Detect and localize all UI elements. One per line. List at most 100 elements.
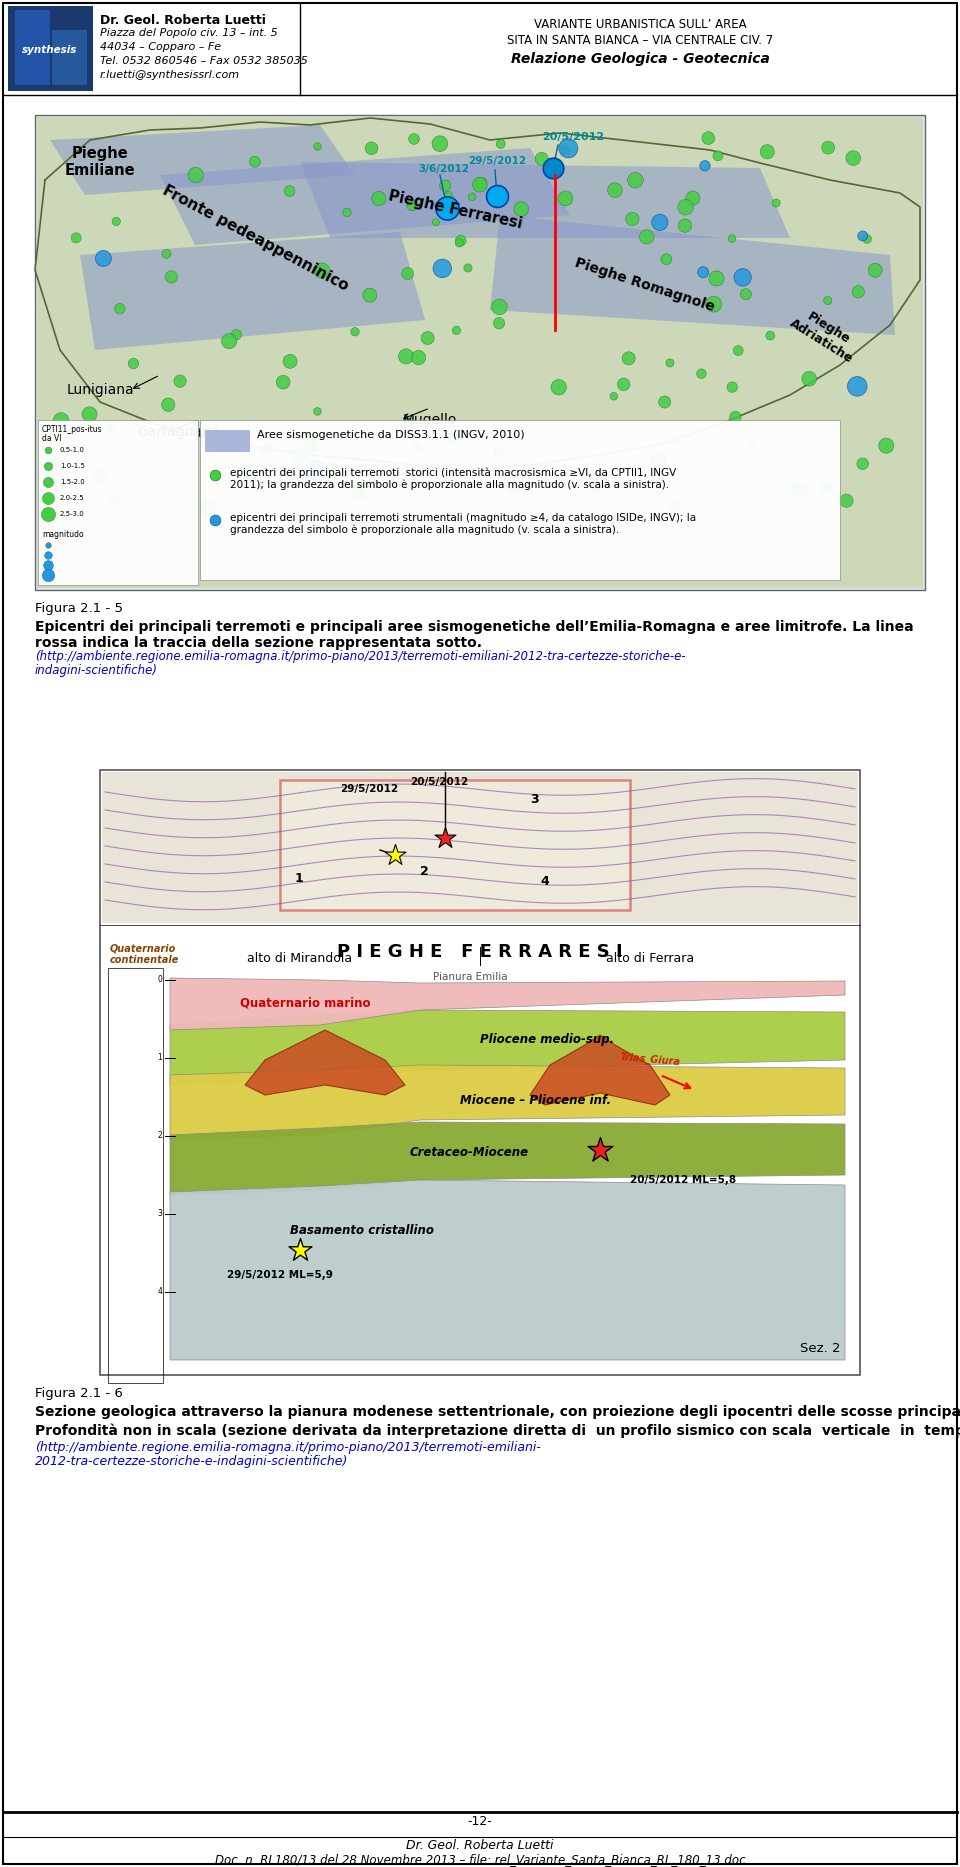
Point [706, 289, 721, 319]
Point [745, 428, 760, 457]
Polygon shape [245, 1031, 405, 1096]
Point [695, 258, 710, 288]
Text: 29/5/2012: 29/5/2012 [340, 784, 398, 793]
Point [82, 400, 97, 429]
Point [310, 396, 325, 426]
Text: Dr. Geol. Roberta Luetti: Dr. Geol. Roberta Luetti [100, 13, 266, 26]
Point [163, 261, 179, 291]
Point [92, 461, 108, 491]
Text: (http://ambiente.regione.emilia-romagna.it/primo-piano/2013/terremoti-emiliani-: (http://ambiente.regione.emilia-romagna.… [35, 1441, 540, 1454]
Point [710, 140, 726, 170]
Point [678, 192, 693, 222]
Bar [15, 9, 50, 86]
Text: Sez. 2: Sez. 2 [800, 1342, 840, 1355]
Point [551, 372, 566, 401]
Point [40, 560, 56, 590]
Point [606, 381, 621, 411]
Point [846, 144, 861, 174]
Bar [108, 967, 163, 1383]
Text: 1: 1 [157, 1053, 162, 1062]
Text: alto di Mirandola: alto di Mirandola [248, 952, 352, 965]
Point [40, 530, 56, 560]
Text: 2012-tra-certezze-storiche-e-indagini-scientifiche): 2012-tra-certezze-storiche-e-indagini-sc… [35, 1454, 348, 1467]
Point [40, 452, 56, 482]
Point [439, 467, 454, 497]
Text: synthesis: synthesis [22, 45, 78, 54]
Point [652, 207, 667, 237]
Text: 44034 – Copparo – Fe: 44034 – Copparo – Fe [100, 41, 221, 52]
Point [339, 198, 354, 228]
Bar [100, 769, 860, 1374]
Point [735, 263, 751, 293]
Point [314, 256, 329, 286]
Point [545, 153, 561, 183]
Point [505, 472, 520, 502]
Text: epicentri dei principali terremoti  storici (intensità macrosismica ≥VI, da CPTI: epicentri dei principali terremoti stori… [230, 467, 676, 489]
Point [448, 316, 464, 345]
Text: CPTI11_pos-itus: CPTI11_pos-itus [42, 426, 103, 433]
Point [40, 484, 56, 513]
Text: 2: 2 [420, 864, 429, 877]
Bar [38, 420, 198, 584]
Point [759, 136, 775, 166]
Point [243, 461, 258, 491]
Point [768, 189, 783, 218]
Point [493, 129, 509, 159]
Text: SITA IN SANTA BIANCA – VIA CENTRALE CIV. 7: SITA IN SANTA BIANCA – VIA CENTRALE CIV.… [507, 34, 773, 47]
Point [492, 308, 507, 338]
Point [592, 1135, 608, 1165]
Text: Fronte pedeappenninico: Fronte pedeappenninico [159, 183, 350, 293]
Point [40, 551, 56, 581]
Text: Dr. Geol. Roberta Luetti: Dr. Geol. Roberta Luetti [406, 1839, 554, 1852]
Point [432, 129, 447, 159]
Point [855, 448, 871, 478]
Point [731, 336, 746, 366]
Bar [205, 429, 250, 452]
Text: Basamento cristallino: Basamento cristallino [290, 1223, 434, 1236]
Point [490, 181, 505, 211]
Point [725, 372, 740, 401]
Point [878, 431, 894, 461]
Text: Pianura Emilia: Pianura Emilia [433, 973, 507, 982]
Text: 3: 3 [157, 1210, 162, 1219]
Point [657, 386, 672, 416]
Text: Pliocene medio-sup.: Pliocene medio-sup. [480, 1034, 614, 1047]
Point [400, 260, 416, 289]
Text: 3: 3 [530, 793, 539, 807]
Polygon shape [490, 215, 895, 334]
Point [282, 347, 298, 377]
Point [701, 123, 716, 153]
Bar [8, 6, 93, 91]
Point [694, 358, 709, 388]
Text: Cretaceo-Miocene: Cretaceo-Miocene [410, 1146, 529, 1159]
Point [557, 134, 572, 164]
Point [207, 506, 223, 536]
Point [452, 228, 468, 258]
Text: 4: 4 [540, 876, 549, 889]
Text: da VI: da VI [42, 433, 61, 442]
Bar [280, 780, 630, 909]
Text: 3/6/2012: 3/6/2012 [418, 164, 469, 174]
Point [708, 263, 724, 293]
Text: Tel. 0532 860546 – Fax 0532 385035: Tel. 0532 860546 – Fax 0532 385035 [100, 56, 308, 65]
Text: epicentri dei principali terremoti strumentali (magnitudo ≥4, da catalogo ISIDe,: epicentri dei principali terremoti strum… [230, 513, 696, 536]
Point [868, 256, 883, 286]
Text: Profondità non in scala (sezione derivata da interpretazione diretta di  un prof: Profondità non in scala (sezione derivat… [35, 1423, 960, 1438]
Text: 20/5/2012: 20/5/2012 [542, 133, 604, 142]
Point [364, 133, 379, 162]
Text: Trias_Giura: Trias_Giura [620, 1053, 682, 1068]
Text: VARIANTE URBANISTICA SULL’ AREA: VARIANTE URBANISTICA SULL’ AREA [534, 19, 746, 32]
Point [207, 459, 223, 489]
Point [324, 465, 339, 495]
Text: 1: 1 [295, 872, 303, 885]
Point [621, 344, 636, 373]
Text: Quaternario marino: Quaternario marino [240, 997, 371, 1010]
Polygon shape [530, 1034, 670, 1105]
Point [492, 291, 507, 321]
Point [350, 478, 366, 508]
Point [587, 467, 602, 497]
Point [677, 211, 692, 241]
Point [850, 372, 865, 401]
Point [666, 491, 682, 521]
Text: (http://ambiente.regione.emilia-romagna.it/primo-piano/2013/terremoti-emiliani-2: (http://ambiente.regione.emilia-romagna.… [35, 650, 685, 663]
